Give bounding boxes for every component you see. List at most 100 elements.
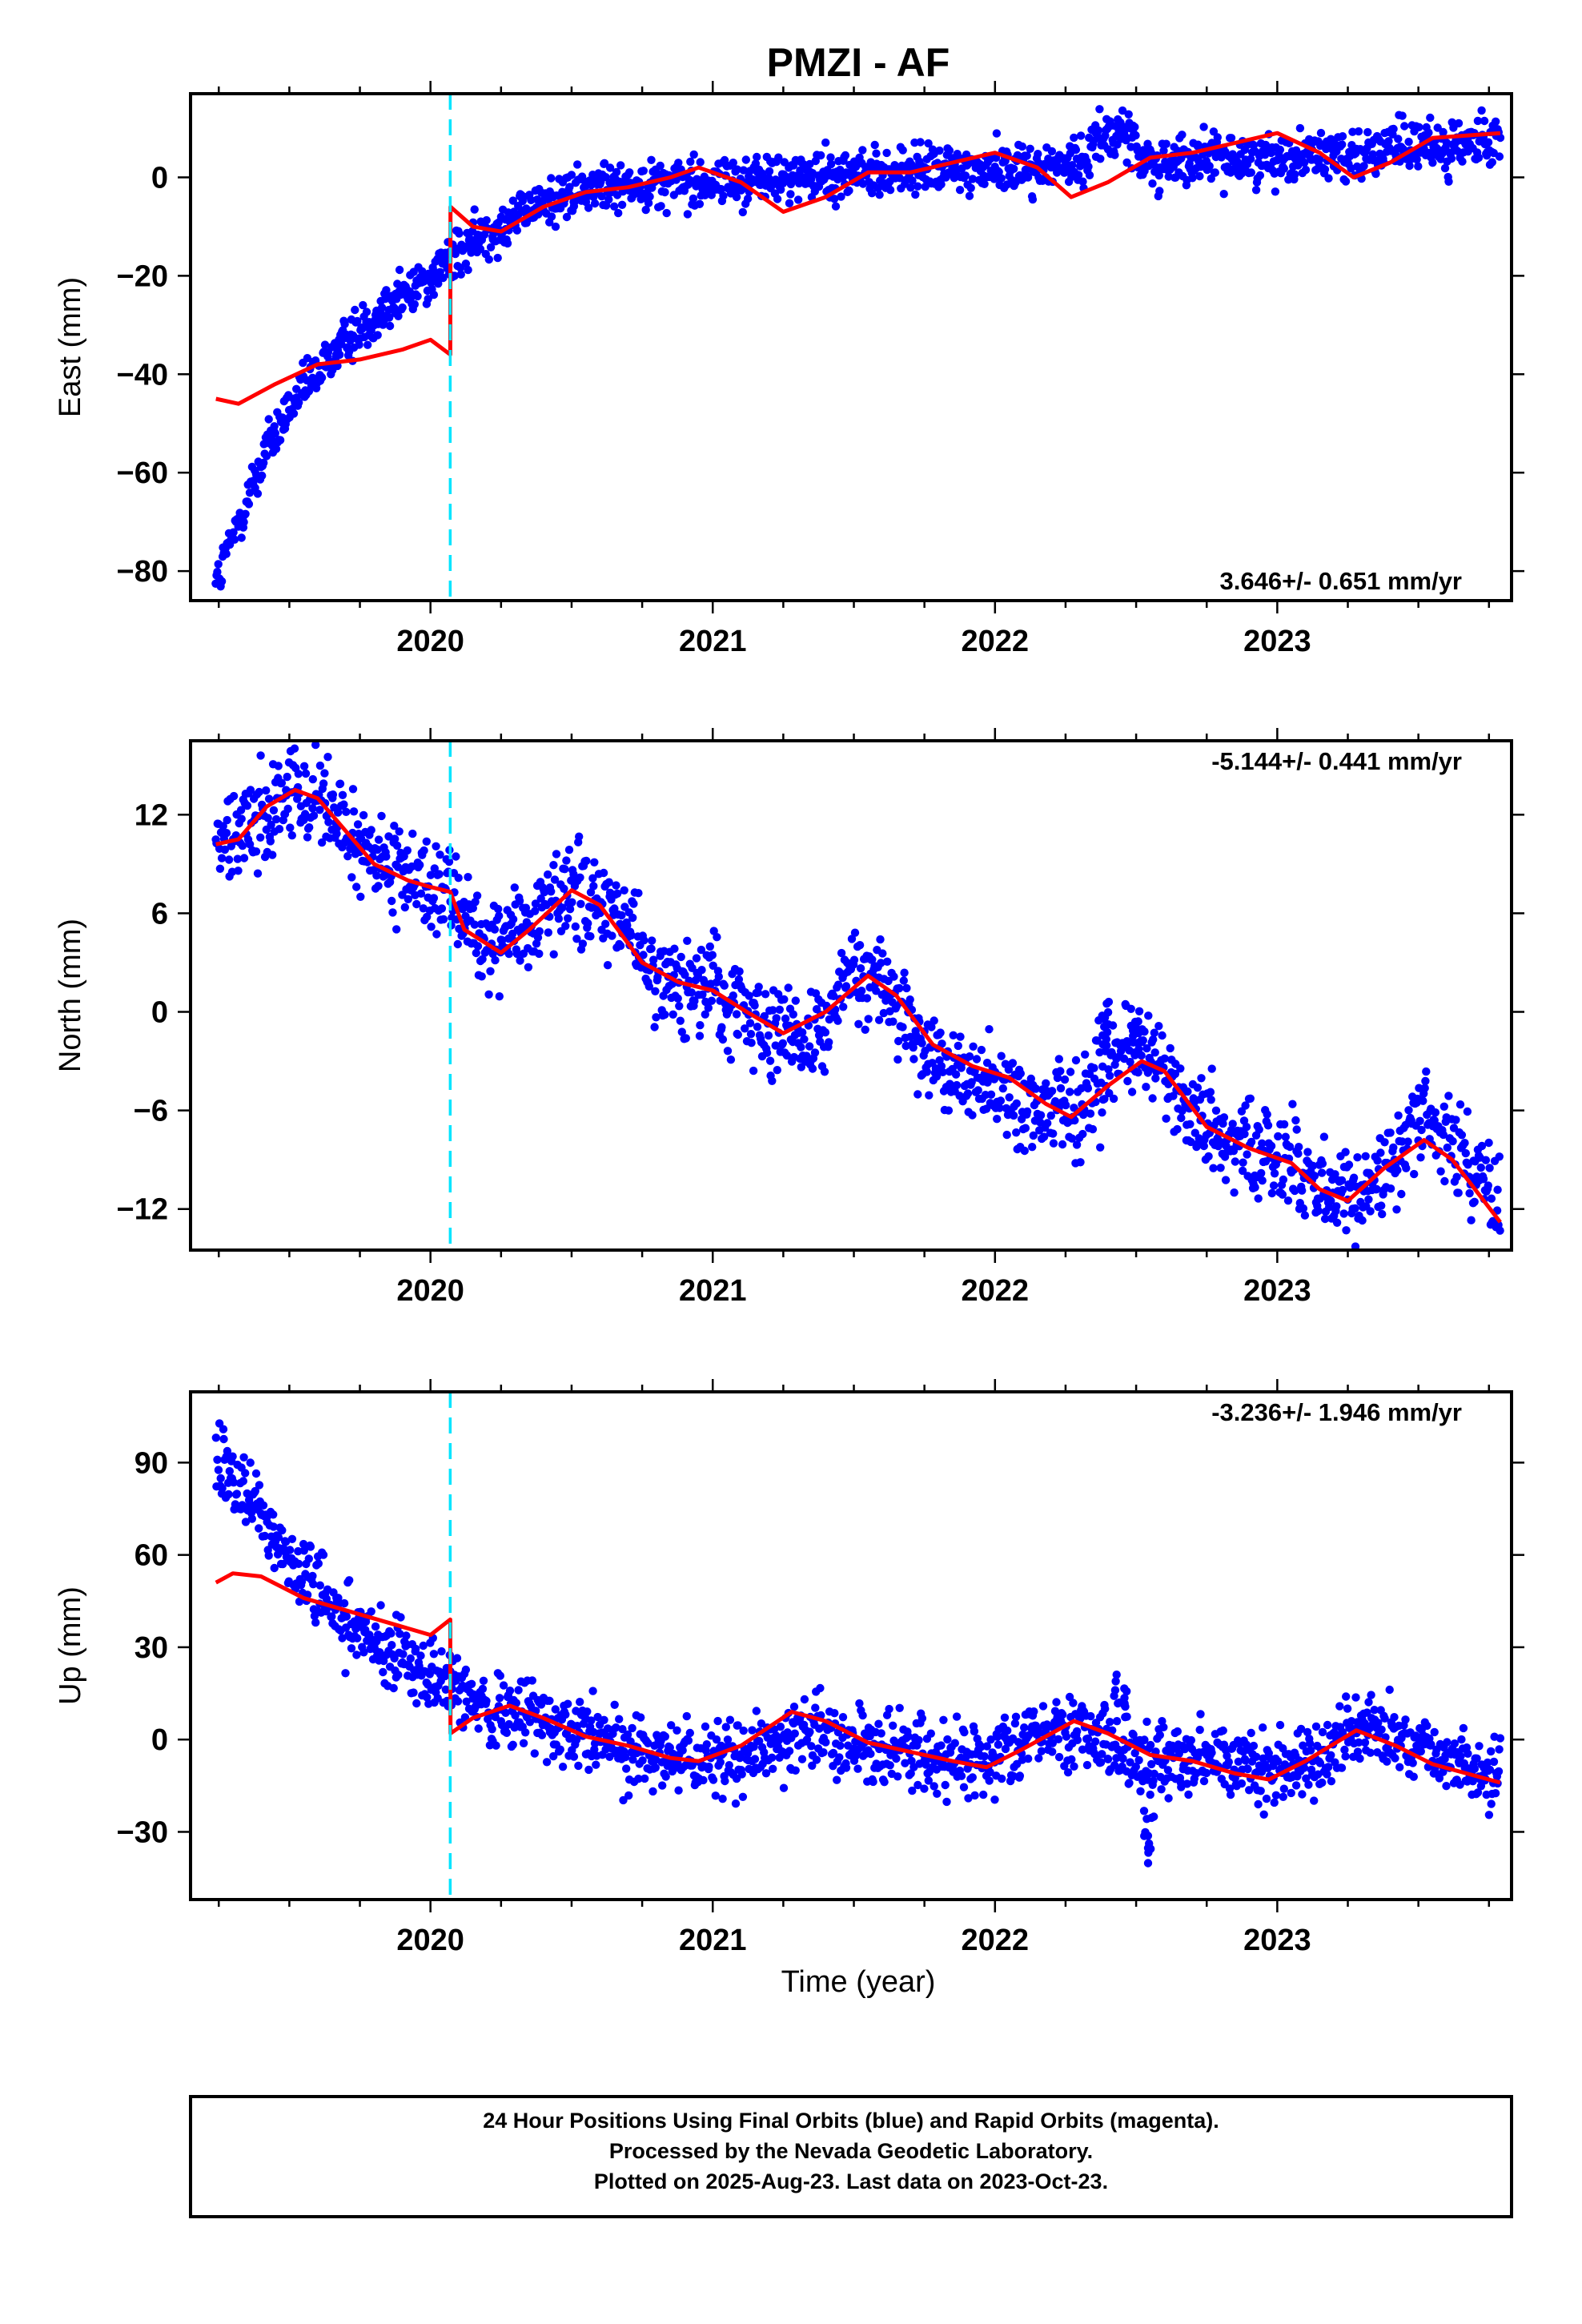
data-point <box>1074 171 1083 179</box>
data-point <box>436 850 444 859</box>
data-point <box>256 751 265 760</box>
data-point <box>1439 1767 1447 1776</box>
data-point <box>406 1654 415 1663</box>
data-point <box>478 1684 488 1694</box>
data-point <box>1363 127 1372 137</box>
data-point <box>1015 1771 1025 1780</box>
data-point <box>874 1719 883 1728</box>
data-point <box>1373 1156 1382 1165</box>
data-point <box>830 195 839 203</box>
data-point <box>1464 1749 1472 1758</box>
data-point <box>1332 1202 1341 1211</box>
data-point <box>1390 1713 1399 1722</box>
data-point <box>385 321 395 331</box>
data-point <box>450 271 459 280</box>
x-tick-label: 2020 <box>396 1274 464 1308</box>
data-point <box>373 845 382 854</box>
data-point <box>433 1694 442 1703</box>
data-point <box>422 837 431 846</box>
data-point <box>622 1764 631 1773</box>
data-point <box>586 888 596 897</box>
data-point <box>387 1641 396 1650</box>
data-point <box>904 1732 913 1741</box>
data-point <box>229 528 238 537</box>
data-points <box>211 741 1504 1250</box>
data-point <box>855 941 865 950</box>
data-point <box>623 1730 632 1739</box>
data-point <box>584 919 592 928</box>
data-point <box>1159 1723 1168 1731</box>
data-point <box>1496 1226 1504 1235</box>
data-point <box>452 1654 462 1663</box>
data-point <box>1310 1796 1319 1805</box>
data-point <box>573 160 582 169</box>
data-point <box>874 1015 884 1024</box>
data-point <box>745 991 753 1000</box>
data-point <box>1459 1723 1468 1733</box>
data-point <box>816 1683 825 1693</box>
data-point <box>857 987 866 995</box>
data-point <box>588 874 597 883</box>
data-point <box>561 1710 570 1719</box>
data-point <box>762 1048 772 1057</box>
data-point <box>1308 1161 1318 1171</box>
data-point <box>1257 1168 1266 1178</box>
data-point <box>913 1090 922 1099</box>
data-point <box>1043 1119 1052 1128</box>
data-point <box>636 1713 645 1722</box>
data-point <box>311 1618 320 1627</box>
data-point <box>349 807 359 816</box>
data-point <box>1146 148 1155 157</box>
model-curve <box>215 788 1502 1224</box>
data-point <box>547 212 556 221</box>
data-point <box>1096 1143 1105 1152</box>
data-point <box>1056 1067 1065 1076</box>
data-point <box>1316 128 1326 138</box>
data-point <box>217 854 227 862</box>
data-point <box>1408 1759 1417 1767</box>
data-point <box>1110 1761 1119 1770</box>
data-point <box>789 1010 797 1019</box>
data-point <box>295 398 303 407</box>
data-point <box>877 959 885 967</box>
data-point <box>1487 1747 1496 1756</box>
data-point <box>1443 1143 1452 1152</box>
data-point <box>1151 1074 1160 1083</box>
data-point <box>911 190 920 199</box>
data-point <box>222 829 231 838</box>
data-point <box>613 889 622 899</box>
x-tick-label: 2022 <box>962 1274 1030 1308</box>
data-point <box>352 1651 361 1659</box>
data-point <box>1234 1757 1243 1766</box>
data-point <box>1130 123 1139 131</box>
data-point <box>1023 173 1033 182</box>
data-point <box>476 244 485 254</box>
data-point <box>1049 1129 1058 1138</box>
data-point <box>1337 1176 1347 1185</box>
data-point <box>1271 187 1280 196</box>
data-point <box>692 954 701 963</box>
data-point <box>994 167 1003 176</box>
data-point <box>1078 1129 1087 1139</box>
data-point <box>617 200 627 209</box>
data-point <box>353 820 363 829</box>
data-point <box>1241 1756 1251 1765</box>
data-point <box>464 873 472 882</box>
data-point <box>460 1713 470 1722</box>
data-point <box>1426 113 1435 123</box>
data-point <box>1220 1152 1230 1161</box>
data-point <box>461 1665 471 1675</box>
data-point <box>1103 1755 1113 1763</box>
data-point <box>1105 1088 1114 1098</box>
plot-area <box>211 94 1505 601</box>
data-point <box>256 833 265 842</box>
data-point <box>1130 1748 1139 1758</box>
data-point <box>674 159 683 167</box>
data-point <box>831 202 841 211</box>
data-point <box>720 981 729 990</box>
data-point <box>1010 164 1018 173</box>
data-point <box>394 1671 403 1679</box>
data-point <box>1249 1741 1259 1751</box>
data-point <box>1226 1790 1235 1799</box>
y-tick-label: 6 <box>151 897 168 931</box>
